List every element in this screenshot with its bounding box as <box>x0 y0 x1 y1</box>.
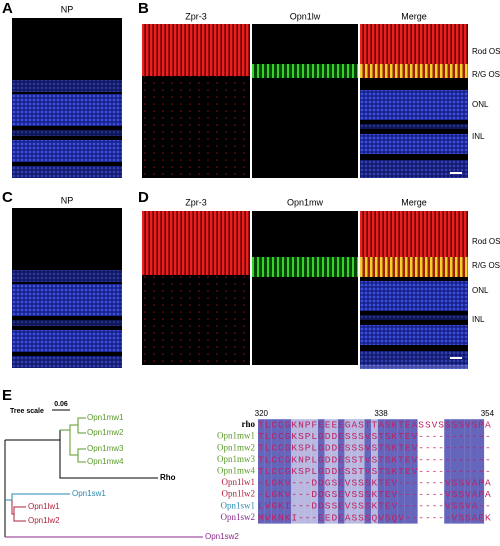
highlight <box>324 419 332 524</box>
panel-title: Zpr-3 <box>185 197 207 207</box>
sequence: TLCCGKSPLGDDESSSVSTSKTEV----------- <box>258 443 491 454</box>
highlight <box>364 419 372 524</box>
panel-title: Opn1lw <box>290 11 321 21</box>
layer-label: R/G OS <box>472 70 500 79</box>
row-name: Opn1lw2 <box>222 489 256 499</box>
tree-leaf: Opn1lw1 <box>28 502 60 511</box>
row-name: Opn1lw1 <box>222 477 256 487</box>
sequence: LVGKI---DDSSEVSSSKTEV-------VSSVA-- <box>258 501 491 512</box>
image <box>252 24 358 178</box>
highlight <box>357 419 365 524</box>
layer-label: INL <box>472 132 485 141</box>
tree-leaf: Opn1mw2 <box>87 428 124 437</box>
row-name: Opn1mw2 <box>217 442 255 452</box>
highlight <box>457 419 465 524</box>
highlight <box>464 419 471 524</box>
panel-label: C <box>2 189 13 206</box>
image <box>360 211 468 369</box>
position: 354 <box>481 409 495 418</box>
sequence: -LGKV---DDGSEVSSSKTEV-------VSSVAPA <box>258 489 491 500</box>
highlight <box>450 419 458 524</box>
layer-label: R/G OS <box>472 261 500 270</box>
highlight <box>477 419 485 524</box>
row-name: Opn1mw3 <box>217 454 255 464</box>
row-name: Opn1mw4 <box>217 465 255 475</box>
sequence: TLCCGKNPFEEEEGASTTASKTEASSVSSSSVSPA <box>258 420 491 431</box>
highlight <box>391 419 398 524</box>
highlight <box>384 419 391 524</box>
position: 320 <box>255 409 269 418</box>
panel-title: NP <box>61 4 74 14</box>
layer-label: ONL <box>472 286 489 295</box>
row-name: Opn1mw1 <box>217 431 255 441</box>
highlight <box>284 419 292 524</box>
layer-label: Rod OS <box>472 237 500 246</box>
sequence: -LGKV---DDGSEVSSSKTEV-------VSSVAPA <box>258 478 491 489</box>
tree-leaf: Opn1sw1 <box>72 489 106 498</box>
tree-scale-label: Tree scale <box>10 408 44 415</box>
image <box>142 211 250 365</box>
highlight <box>444 419 451 524</box>
tree-leaf: Opn1mw4 <box>87 457 124 466</box>
highlight <box>470 419 478 524</box>
highlight <box>410 419 418 524</box>
layer-label: ONL <box>472 100 489 109</box>
panel-title: Zpr-3 <box>185 11 207 21</box>
sequence: TLCCGKNPLGDDESSTVSTSKTEV----------- <box>258 454 491 465</box>
highlight <box>277 419 285 524</box>
row-name: rho <box>242 419 256 429</box>
highlight <box>258 419 265 524</box>
panel-label: A <box>2 0 13 17</box>
image <box>142 24 250 178</box>
tree-leaf: Rho <box>160 473 176 482</box>
tree-scale: 0.06 <box>54 401 68 408</box>
highlight <box>264 419 272 524</box>
highlight <box>344 419 352 524</box>
highlight <box>311 419 318 524</box>
highlight <box>337 419 345 524</box>
tree-leaf: Opn1mw1 <box>87 413 124 422</box>
position: 338 <box>374 409 388 418</box>
panel-title: Opn1mw <box>287 197 324 207</box>
sequence: TLCCGKSPLGDDESSSVSTSKTEV----------- <box>258 431 491 442</box>
highlight <box>291 419 298 524</box>
highlight <box>271 419 278 524</box>
highlight <box>351 419 358 524</box>
panel-title: Merge <box>401 197 427 207</box>
image <box>360 24 468 178</box>
panel-title: Merge <box>401 11 427 21</box>
tree-leaf: Opn1sw2 <box>205 532 239 541</box>
image <box>12 208 122 368</box>
highlight <box>304 419 312 524</box>
layer-label: INL <box>472 315 485 324</box>
highlight <box>397 419 405 524</box>
image <box>252 211 358 365</box>
tree <box>4 417 203 538</box>
panel-title: NP <box>61 195 74 205</box>
sequence: MVKNKI---EEDEASSSQVSQV-------VSSAEK <box>258 512 491 523</box>
panel-label: B <box>138 0 149 17</box>
highlight <box>404 419 411 524</box>
panel-label: D <box>138 189 149 206</box>
highlight <box>317 419 325 524</box>
highlight <box>297 419 305 524</box>
row-name: Opn1sw1 <box>220 500 255 510</box>
panel-label: E <box>2 387 12 404</box>
row-name: Opn1sw2 <box>220 512 255 522</box>
tree-leaf: Opn1mw3 <box>87 444 124 453</box>
tree-leaf: Opn1lw2 <box>28 516 60 525</box>
highlight <box>331 419 338 524</box>
highlight <box>371 419 378 524</box>
image <box>12 18 122 178</box>
highlight <box>377 419 385 524</box>
layer-label: Rod OS <box>472 47 500 56</box>
sequence: TLCCGKSPLGDDESSTVSTSKTEV----------- <box>258 466 491 477</box>
